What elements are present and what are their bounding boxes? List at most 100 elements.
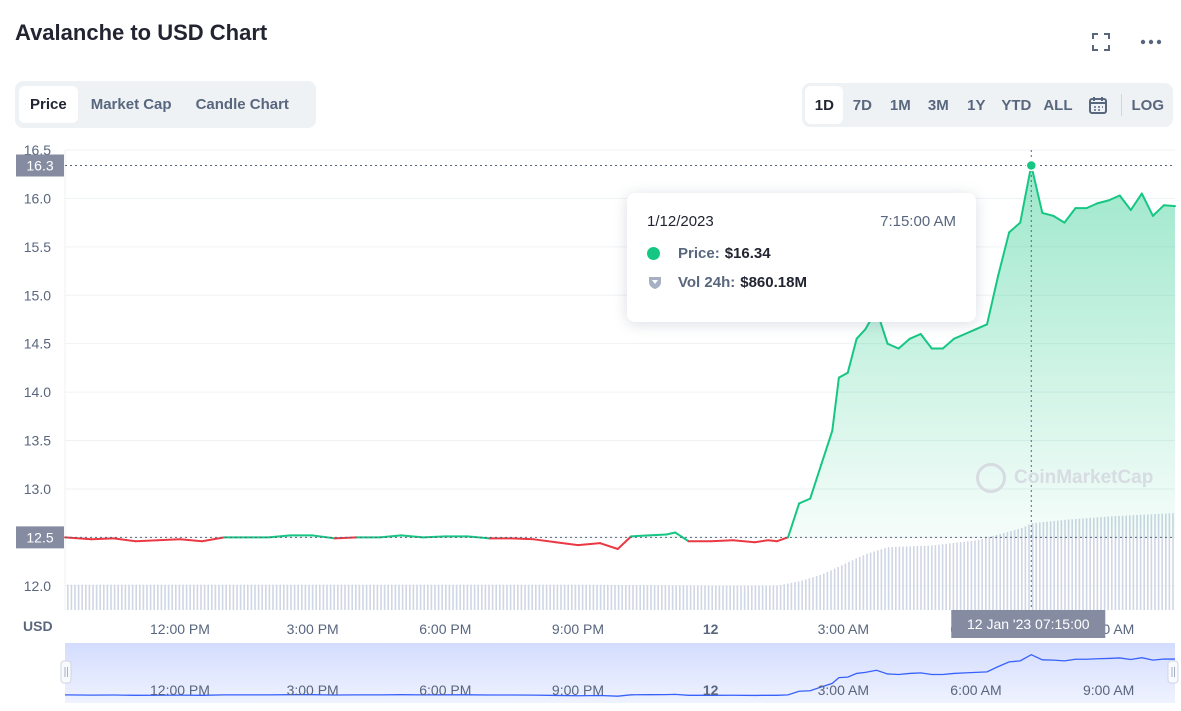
volume-bar xyxy=(765,585,767,610)
volume-bar xyxy=(182,584,184,610)
volume-bar xyxy=(909,546,911,610)
volume-bar xyxy=(563,584,566,610)
volume-bar xyxy=(473,584,476,610)
volume-bar xyxy=(293,584,296,610)
current-value-label-bg xyxy=(16,154,64,177)
volume-bar xyxy=(999,533,1001,610)
volume-bar xyxy=(639,585,641,610)
volume-bar xyxy=(211,584,213,610)
volume-bar xyxy=(747,585,749,610)
price-line-segment xyxy=(510,537,535,541)
volume-bar xyxy=(517,584,519,610)
volume-bar xyxy=(916,545,919,610)
price-line-segment xyxy=(599,542,619,550)
y-tick-label: 15.0 xyxy=(24,287,51,303)
log-scale-button[interactable]: LOG xyxy=(1131,96,1165,114)
fullscreen-icon[interactable] xyxy=(1089,30,1113,54)
volume-bar xyxy=(1100,517,1102,610)
volume-bar xyxy=(790,582,793,610)
volume-bar xyxy=(977,539,980,610)
volume-bar xyxy=(452,584,454,610)
tooltip-date: 1/12/2023 xyxy=(647,213,714,230)
volume-bar xyxy=(391,584,393,610)
volume-bar xyxy=(905,546,908,610)
volume-bar xyxy=(952,543,955,610)
price-line-segment xyxy=(886,342,900,350)
volume-bar xyxy=(751,585,753,610)
volume-bar xyxy=(967,541,969,610)
tab-candle-chart[interactable]: Candle Chart xyxy=(195,96,289,113)
price-line-segment xyxy=(997,231,1011,277)
navigator-tick-label: 3:00 PM xyxy=(287,682,339,698)
navigator-line xyxy=(64,653,1176,697)
volume-bar xyxy=(581,584,584,610)
volume-bar xyxy=(1039,522,1041,610)
volume-bar xyxy=(625,584,627,610)
price-line-segment xyxy=(787,502,801,539)
volume-bar xyxy=(617,584,620,610)
tab-market-cap[interactable]: Market Cap xyxy=(90,96,172,113)
volume-bar xyxy=(949,543,951,610)
volume-bar xyxy=(1121,515,1124,610)
range-1d-button[interactable]: 1D xyxy=(805,86,844,124)
range-all-button[interactable]: ALL xyxy=(1043,96,1073,114)
baseline-label-bg xyxy=(16,526,64,549)
price-line-segment xyxy=(831,376,840,432)
tab-price[interactable]: Price xyxy=(19,86,78,123)
volume-bar xyxy=(279,584,281,610)
volume-shield-icon xyxy=(647,275,663,291)
volume-bar xyxy=(830,570,832,610)
current-value-label: 16.3 xyxy=(26,157,53,173)
volume-bar xyxy=(189,584,191,610)
price-line-segment xyxy=(1063,207,1077,224)
volume-bar xyxy=(124,584,127,610)
volume-bar xyxy=(1132,515,1135,610)
volume-bar xyxy=(545,584,548,610)
price-line-segment xyxy=(201,536,226,543)
volume-bar xyxy=(661,585,663,610)
range-7d-button[interactable]: 7D xyxy=(852,96,872,114)
volume-bar xyxy=(239,584,242,610)
volume-bar xyxy=(801,580,803,610)
volume-bar xyxy=(203,584,206,610)
price-line-segment xyxy=(1041,211,1055,217)
volume-bar xyxy=(499,584,501,610)
volume-bar xyxy=(733,585,735,610)
range-1y-button[interactable]: 1Y xyxy=(967,96,986,114)
range-ytd-button[interactable]: YTD xyxy=(1001,96,1032,114)
price-line-segment xyxy=(855,328,867,340)
more-icon[interactable] xyxy=(1139,30,1163,54)
volume-bar xyxy=(995,534,998,610)
volume-bar xyxy=(1042,522,1045,610)
range-1m-button[interactable]: 1M xyxy=(889,96,911,114)
range-3m-button[interactable]: 3M xyxy=(927,96,949,114)
volume-bar xyxy=(848,561,850,610)
volume-bar xyxy=(1067,519,1070,610)
volume-bar xyxy=(718,585,721,610)
volume-bar xyxy=(121,584,123,610)
volume-bar xyxy=(509,584,512,610)
volume-bar xyxy=(200,584,202,610)
volume-bar xyxy=(221,584,224,610)
volume-bar xyxy=(459,584,461,610)
volume-bar xyxy=(1143,514,1145,610)
volume-bar xyxy=(463,584,465,610)
volume-bar xyxy=(178,584,181,610)
price-line-segment xyxy=(809,463,823,500)
price-chart[interactable]: 12.0 12.5 13.0 13.5 14.0 14.5 15.0 15.5 16.0 16.5… xyxy=(0,140,1181,711)
volume-bar xyxy=(74,584,76,610)
price-line-segment xyxy=(532,538,557,544)
volume-bar xyxy=(571,584,573,610)
navigator-handle-left[interactable] xyxy=(60,660,72,684)
volume-bar xyxy=(365,584,368,610)
calendar-icon[interactable] xyxy=(1079,86,1117,124)
volume-bar xyxy=(866,553,868,610)
volume-bar xyxy=(1172,513,1174,610)
volume-bar xyxy=(1057,520,1059,610)
volume-bar xyxy=(387,584,389,610)
navigator-tick-label: 6:00 PM xyxy=(419,682,471,698)
volume-bar xyxy=(887,547,890,610)
volume-bar xyxy=(376,584,379,610)
navigator-handle-right[interactable] xyxy=(1167,660,1179,684)
volume-bar xyxy=(1114,516,1117,610)
